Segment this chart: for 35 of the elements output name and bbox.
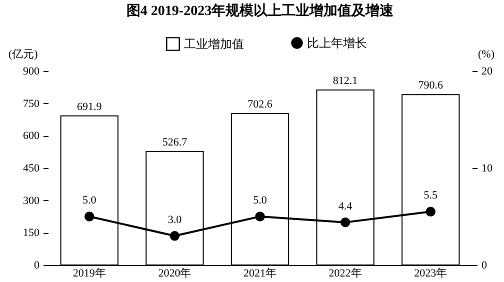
data-label: 790.6	[418, 80, 444, 92]
point	[255, 212, 265, 222]
data-label: 4.4	[338, 200, 353, 212]
y2-axis-title: (%)	[478, 48, 495, 60]
data-label: 3.0	[168, 214, 182, 226]
point	[84, 212, 94, 222]
y-tick-label: 300	[23, 194, 40, 207]
data-label: 691.9	[77, 100, 102, 113]
y-axis-title: (亿元)	[8, 48, 38, 60]
chart-title: 图4 2019-2023年规模以上工业增加值及增速	[126, 3, 395, 19]
x-tick-label: 2019年	[72, 268, 106, 280]
legend-label: 工业增加值	[184, 37, 244, 51]
y2-tick-label: 20	[482, 66, 493, 78]
y-tick-label: 150	[23, 227, 40, 240]
x-tick-label: 2020年	[158, 268, 192, 280]
x-tick-label: 2022年	[328, 268, 362, 280]
data-label: 5.0	[253, 194, 268, 206]
data-label: 526.7	[162, 136, 188, 148]
x-tick-label: 2021年	[244, 268, 276, 280]
point	[170, 231, 180, 241]
y-tick-label: 450	[23, 162, 40, 174]
y-tick-label: 600	[23, 130, 40, 142]
y-tick-label: 900	[23, 66, 40, 78]
y2-tick-label: 10	[482, 162, 493, 174]
data-label: 5.0	[82, 194, 97, 206]
data-label: 812.1	[332, 74, 358, 87]
y-tick-label: 0	[34, 260, 40, 272]
legend-label: 比上年增长	[307, 36, 367, 50]
point	[340, 217, 350, 228]
y2-tick-label: 0	[482, 260, 488, 272]
x-tick-label: 2023年	[414, 268, 448, 280]
data-label: 702.6	[248, 98, 273, 111]
point	[426, 206, 436, 217]
data-label: 5.5	[424, 190, 438, 202]
y-tick-label: 750	[23, 98, 40, 110]
